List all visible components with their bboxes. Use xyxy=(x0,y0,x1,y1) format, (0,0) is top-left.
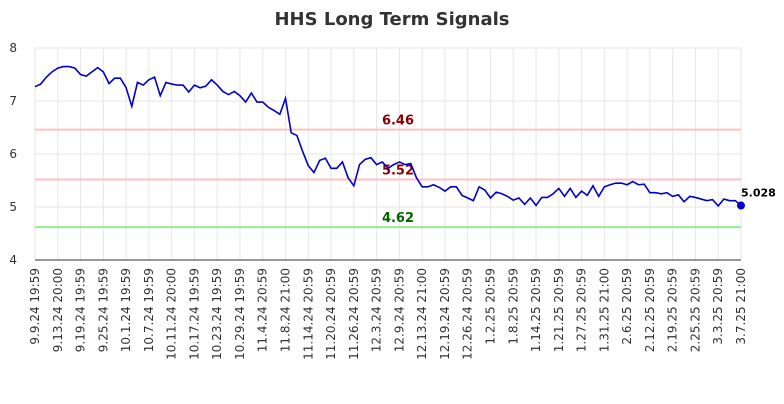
reference-label: 5.52 xyxy=(382,163,414,178)
x-tick-label: 1.21.25 20:59 xyxy=(552,268,566,352)
x-tick-label: 10.17.24 19:59 xyxy=(187,268,201,360)
x-tick-label: 3.7.25 21:00 xyxy=(734,268,748,345)
x-tick-label: 3.3.25 20:59 xyxy=(711,268,725,345)
x-tick-label: 12.13.24 21:00 xyxy=(415,268,429,360)
x-tick-label: 11.26.24 20:59 xyxy=(347,268,361,360)
x-tick-label: 9.25.24 19:59 xyxy=(96,268,110,352)
last-value-label: 5.028 xyxy=(741,187,776,200)
x-tick-label: 12.19.24 20:59 xyxy=(438,268,452,360)
x-tick-label: 1.27.25 20:59 xyxy=(575,268,589,352)
x-tick-label: 1.2.25 20:59 xyxy=(483,268,497,345)
x-tick-label: 11.8.24 21:00 xyxy=(279,268,293,352)
reference-label: 4.62 xyxy=(382,211,414,226)
y-tick-label: 5 xyxy=(9,200,17,214)
last-point xyxy=(737,201,745,210)
x-tick-label: 10.29.24 19:59 xyxy=(233,268,247,360)
x-tick-label: 9.9.24 19:59 xyxy=(28,268,42,345)
x-tick-label: 10.23.24 19:59 xyxy=(210,268,224,360)
x-tick-label: 2.25.25 20:59 xyxy=(688,268,702,352)
x-tick-label: 1.14.25 20:59 xyxy=(529,268,543,352)
x-tick-label: 9.13.24 20:00 xyxy=(51,268,65,352)
x-tick-label: 11.20.24 20:59 xyxy=(324,268,338,360)
chart-title: HHS Long Term Signals xyxy=(274,9,509,30)
y-tick-label: 7 xyxy=(9,94,17,108)
y-tick-label: 6 xyxy=(9,147,17,161)
x-tick-label: 12.26.24 20:59 xyxy=(461,268,475,360)
x-tick-label: 2.6.25 20:59 xyxy=(620,268,634,345)
y-tick-label: 8 xyxy=(9,41,17,55)
x-tick-label: 10.11.24 20:00 xyxy=(165,268,179,360)
reference-label: 6.46 xyxy=(382,114,414,129)
series-line xyxy=(34,65,742,208)
x-tick-label: 1.8.25 20:59 xyxy=(506,268,520,345)
x-tick-label: 10.1.24 19:59 xyxy=(119,268,133,352)
x-tick-label: 11.14.24 20:59 xyxy=(301,268,315,360)
x-tick-label: 2.12.25 20:59 xyxy=(643,268,657,352)
x-tick-label: 11.4.24 20:59 xyxy=(256,268,270,352)
x-tick-label: 2.19.25 20:59 xyxy=(666,268,680,352)
x-tick-label: 10.7.24 19:59 xyxy=(142,268,156,352)
x-tick-label: 12.9.24 20:59 xyxy=(392,268,406,352)
x-tick-label: 12.3.24 20:59 xyxy=(370,268,384,352)
x-tick-label: 9.19.24 19:59 xyxy=(74,268,88,352)
x-tick-label: 1.31.25 21:00 xyxy=(597,268,611,352)
y-tick-label: 4 xyxy=(9,253,17,267)
